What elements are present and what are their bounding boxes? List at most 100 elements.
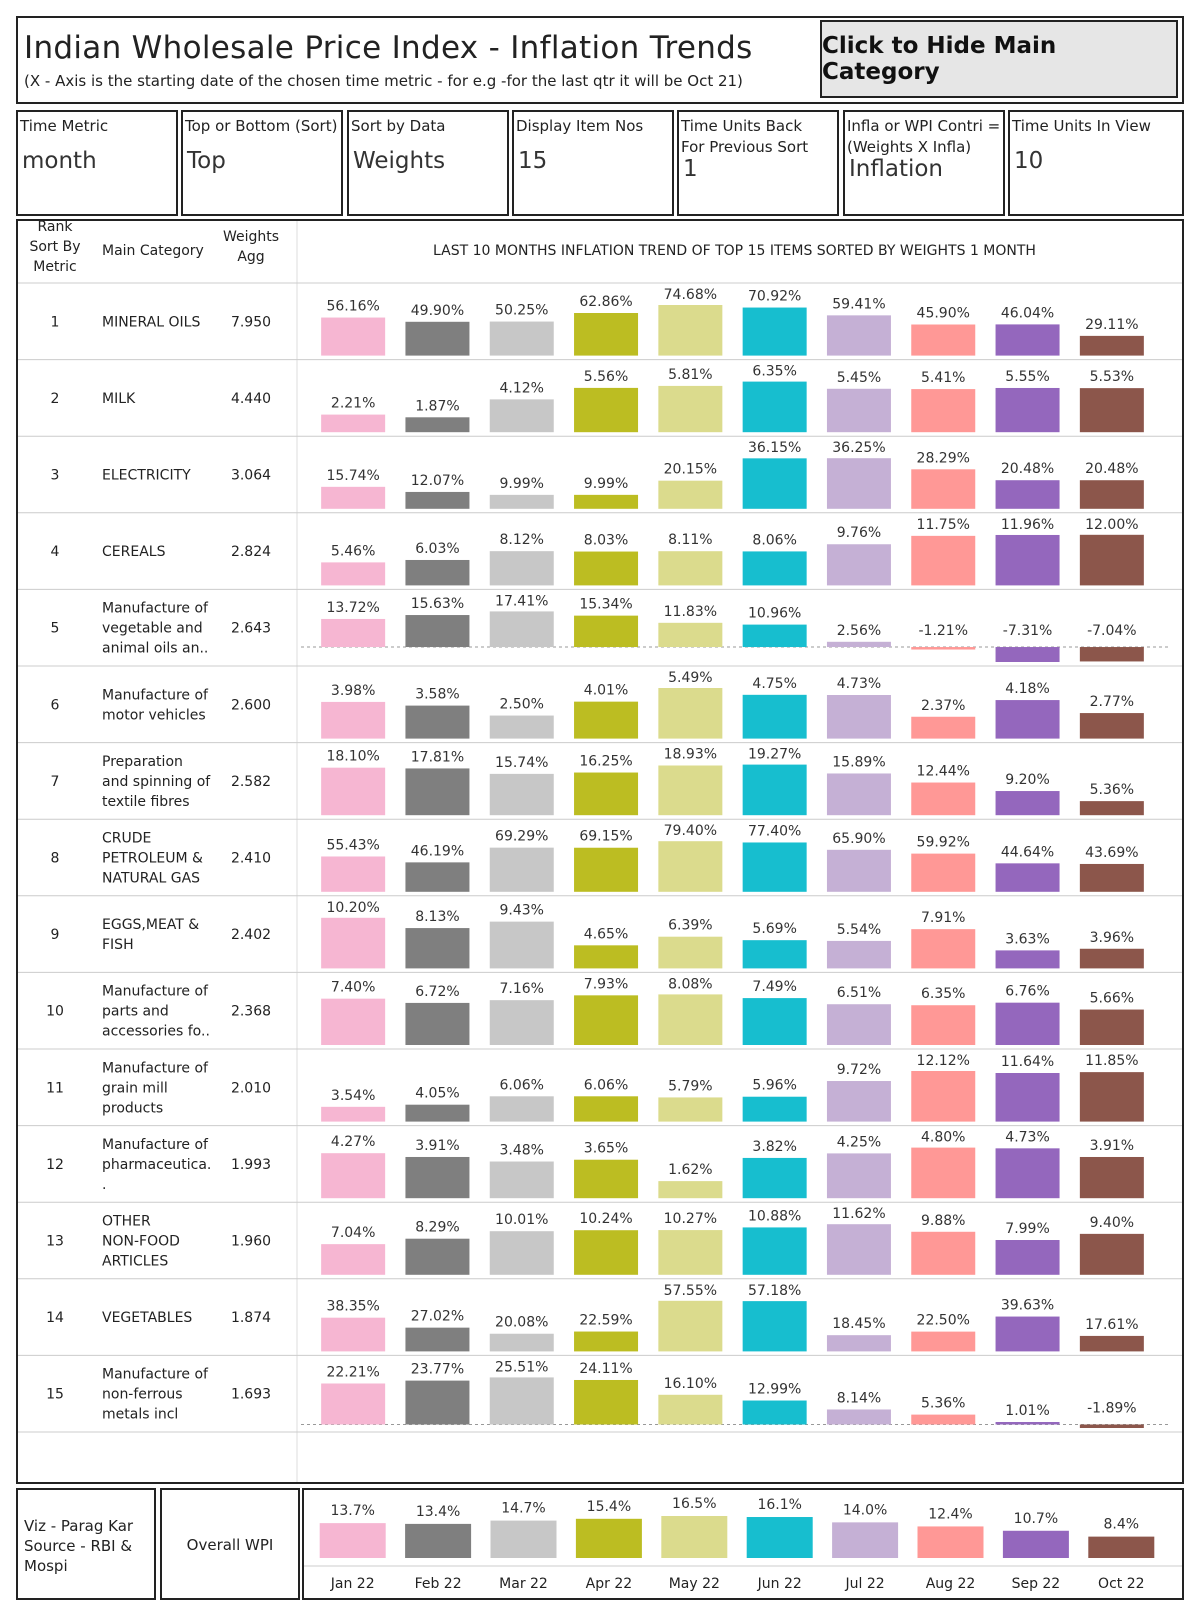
row-rank: 5 [51, 621, 60, 637]
bar [826, 641, 891, 648]
bar [658, 305, 723, 356]
data-label: 15.74% [495, 755, 548, 771]
data-label: 3.63% [1005, 931, 1049, 947]
bar [321, 1153, 386, 1199]
credit-text: Viz - Parag Kar Source - RBI & Mospi [24, 1517, 134, 1575]
bar [742, 998, 807, 1045]
row-rank: 1 [51, 314, 60, 330]
bar [574, 494, 639, 509]
data-label: 10.01% [495, 1212, 548, 1228]
bar [658, 1230, 723, 1275]
data-label: 74.68% [664, 287, 717, 303]
data-label: 7.49% [752, 979, 796, 995]
bar [658, 994, 723, 1045]
row-weight: 2.410 [231, 851, 271, 867]
table-row: 11 Manufacture of grain mill products 2.010 3… [46, 1053, 1144, 1122]
overall-data-label: 14.7% [501, 1501, 545, 1517]
overall-data-label: 8.4% [1104, 1517, 1140, 1533]
data-label: 8.06% [752, 532, 796, 548]
param-time-units-back[interactable]: Time Units Back For Previous Sort 1 [677, 110, 839, 216]
chart-title: LAST 10 MONTHS INFLATION TREND OF TOP 15… [433, 243, 1036, 259]
row-rank: 14 [46, 1310, 64, 1326]
bar [321, 701, 386, 739]
row-category: Manufacture of vegetable and animal oils a… [102, 601, 209, 657]
data-label: 7.40% [331, 980, 375, 996]
bar [911, 782, 976, 816]
bar [742, 1400, 807, 1425]
data-label: 15.89% [832, 754, 885, 770]
bar [995, 700, 1060, 739]
param-top-bottom[interactable]: Top or Bottom (Sort) Top [181, 110, 343, 216]
overall-bar [746, 1517, 813, 1558]
bar [826, 1004, 891, 1045]
data-label: 8.03% [584, 533, 628, 549]
bar [405, 1380, 470, 1425]
bar [995, 387, 1060, 433]
bar [321, 618, 386, 648]
data-label: 7.99% [1005, 1221, 1049, 1237]
row-category: EGGS,MEAT & FISH [102, 917, 199, 953]
bar [911, 929, 976, 969]
data-label: 3.48% [500, 1143, 544, 1159]
data-label: 4.80% [921, 1130, 965, 1146]
bar [826, 544, 891, 586]
overall-bar [405, 1523, 472, 1558]
bar [826, 1081, 891, 1122]
bar [405, 705, 470, 739]
bar [489, 1333, 554, 1352]
row-category: OTHER NON-FOOD ARTICLES [102, 1214, 180, 1270]
header-main-category: Main Category [102, 243, 204, 259]
bar [489, 399, 554, 433]
bar [1079, 713, 1144, 739]
bar [658, 1097, 723, 1122]
data-label: 38.35% [326, 1299, 379, 1315]
bar [658, 841, 723, 892]
overall-data-label: 14.0% [843, 1502, 887, 1518]
data-label: 18.45% [832, 1316, 885, 1332]
row-category: Manufacture of grain mill products [102, 1060, 209, 1116]
bar [995, 1002, 1060, 1045]
data-label: 5.81% [668, 367, 712, 383]
data-label: 36.25% [832, 440, 885, 456]
page-title: Indian Wholesale Price Index - Inflation… [24, 30, 753, 66]
param-sort-by-data[interactable]: Sort by Data Weights [347, 110, 509, 216]
bar [574, 1159, 639, 1199]
overall-chart-svg: 13.7% Jan 22 13.4% Feb 22 14.7% Mar 22 15.4% Ap… [304, 1496, 1182, 1592]
bar [826, 773, 891, 816]
bar [911, 1414, 976, 1425]
data-label: 2.50% [500, 697, 544, 713]
row-rank: 15 [46, 1387, 64, 1403]
data-label: 5.96% [752, 1078, 796, 1094]
param-time-metric[interactable]: Time Metric month [16, 110, 178, 216]
row-category: Manufacture of pharmaceutica.. [102, 1137, 211, 1193]
data-label: 12.44% [917, 764, 970, 780]
data-label: 7.91% [921, 910, 965, 926]
overall-bar [1088, 1536, 1155, 1558]
data-label: 11.96% [1001, 517, 1054, 533]
data-label: 16.10% [664, 1376, 717, 1392]
param-time-units-in-view[interactable]: Time Units In View 10 [1008, 110, 1184, 216]
bar [321, 1106, 386, 1122]
data-label: 77.40% [748, 823, 801, 839]
bar [995, 791, 1060, 816]
bar [995, 324, 1060, 356]
x-tick-label: Sep 22 [1012, 1576, 1061, 1592]
data-label: 5.36% [1090, 782, 1134, 798]
bar [911, 1331, 976, 1352]
data-label: 2.21% [331, 396, 375, 412]
data-label: 8.11% [668, 532, 712, 548]
hide-main-category-button[interactable]: Click to Hide Main Category [820, 20, 1178, 98]
overall-bar [575, 1518, 642, 1558]
bar [826, 849, 891, 892]
bar [826, 1153, 891, 1199]
data-label: 18.10% [326, 749, 379, 765]
bar [489, 1377, 554, 1425]
data-label: 20.08% [495, 1315, 548, 1331]
param-display-item-nos[interactable]: Display Item Nos 15 [512, 110, 674, 216]
data-label: 2.77% [1090, 694, 1134, 710]
data-label: 9.99% [584, 476, 628, 492]
data-label: 10.96% [748, 606, 801, 622]
param-infla-or-wpi[interactable]: Infla or WPI Contri = (Weights X Infla) … [843, 110, 1005, 216]
data-label: 5.69% [752, 921, 796, 937]
data-label: 15.63% [411, 596, 464, 612]
